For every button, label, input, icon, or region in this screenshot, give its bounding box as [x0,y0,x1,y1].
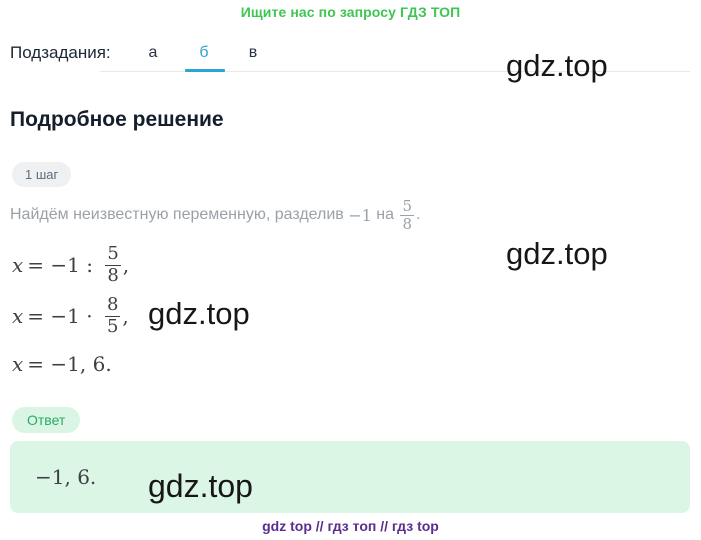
tab-subtask-v[interactable]: в [248,44,258,61]
fraction-8-5: 8 5 [104,294,121,337]
footer-links[interactable]: gdz top // гдз топ // гдз top [262,518,439,534]
tab-subtask-a[interactable]: а [148,44,158,61]
fraction-5-8: 5 8 [400,196,415,233]
equation-line-2: x = −1 · 8 5 , [12,291,129,341]
subtasks-label: Подзадания: [10,43,111,62]
math-variable: x [12,352,24,376]
equation-line-3: x = −1, 6. [12,352,112,376]
math-variable: x [12,304,24,328]
math-variable: x [12,253,24,277]
step-text-mid: на [371,206,399,223]
math-operator: = −1 : [27,253,100,277]
step-suffix: . [416,206,421,223]
step-description: Найдём неизвестную переменную, разделив … [10,193,420,237]
tabs-divider-line [100,71,690,72]
page-title: Подробное решение [10,108,224,131]
fraction-5-8: 5 8 [105,243,121,286]
watermark-gdz-top: gdz.top [148,296,250,331]
math-operator: = −1 · [27,304,99,328]
step-inline-math: −1 [348,205,372,225]
watermark-gdz-top: gdz.top [148,468,253,504]
active-tab-indicator [185,69,225,72]
equation-line-1: x = −1 : 5 8 , [12,240,129,290]
math-suffix: , [122,304,129,328]
watermark-gdz-top: gdz.top [506,48,608,83]
step-text-before: Найдём неизвестную переменную, разделив [10,206,349,223]
promo-banner: Ищите нас по запросу ГДЗ ТОП [240,4,461,20]
math-suffix: , [122,253,130,277]
answer-badge: Ответ [12,407,81,433]
watermark-gdz-top: gdz.top [506,236,608,271]
answer-box: −1, 6. gdz.top [10,441,690,513]
tab-subtask-b[interactable]: б [199,44,209,61]
answer-value: −1, 6. [35,465,97,489]
step-badge: 1 шаг [12,162,72,187]
math-result: = −1, 6. [27,352,112,376]
